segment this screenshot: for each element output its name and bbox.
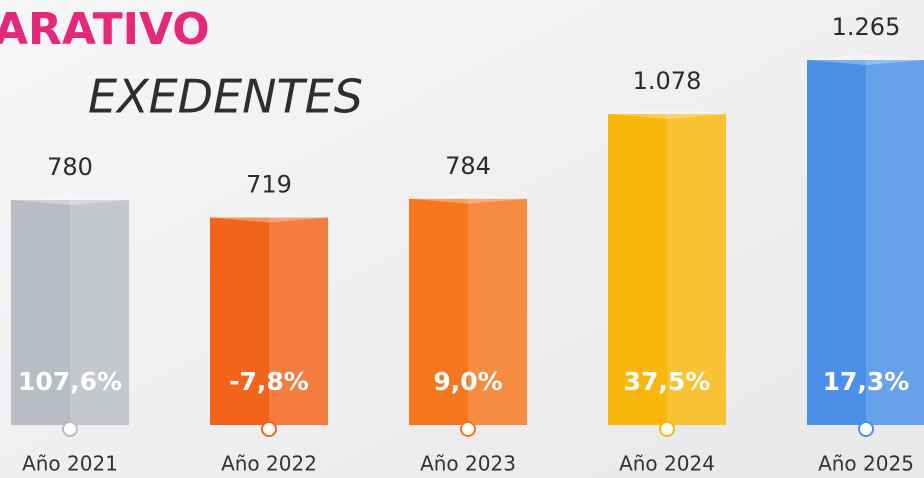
chart-subtitle: EXEDENTES — [88, 70, 363, 124]
x-tick-label: Año 2024 — [619, 452, 715, 476]
value-label: 784 — [445, 152, 491, 180]
x-tick-label: Año 2022 — [221, 452, 317, 476]
x-tick-label: Año 2025 — [818, 452, 914, 476]
bar-side — [70, 199, 129, 425]
bar — [11, 199, 129, 425]
x-tick-label: Año 2021 — [22, 452, 118, 476]
bar — [608, 113, 726, 426]
bar-side — [866, 60, 924, 425]
growth-label: 9,0% — [433, 367, 502, 396]
bar-side — [269, 217, 328, 425]
growth-label: 17,3% — [823, 367, 910, 396]
bar-top — [608, 107, 726, 119]
marker-dot — [460, 421, 476, 437]
growth-label: 107,6% — [18, 367, 122, 396]
growth-label: 37,5% — [624, 367, 711, 396]
marker-dot — [62, 421, 78, 437]
bar — [807, 60, 924, 425]
bar-side — [468, 198, 527, 425]
bar — [210, 217, 328, 425]
marker-dot — [659, 421, 675, 437]
value-label: 1.265 — [832, 13, 901, 41]
bar-top — [11, 193, 129, 205]
chart-title: ARATIVO — [0, 4, 210, 55]
value-label: 719 — [246, 171, 292, 199]
value-label: 1.078 — [633, 67, 702, 95]
bar-top — [409, 192, 527, 204]
bar-top — [807, 54, 924, 65]
x-tick-label: Año 2023 — [420, 452, 516, 476]
value-label: 780 — [47, 153, 93, 181]
bar-top — [210, 211, 328, 223]
bar — [409, 198, 527, 425]
marker-dot — [261, 421, 277, 437]
bar-side — [667, 113, 726, 426]
growth-label: -7,8% — [229, 367, 309, 396]
marker-dot — [858, 421, 874, 437]
